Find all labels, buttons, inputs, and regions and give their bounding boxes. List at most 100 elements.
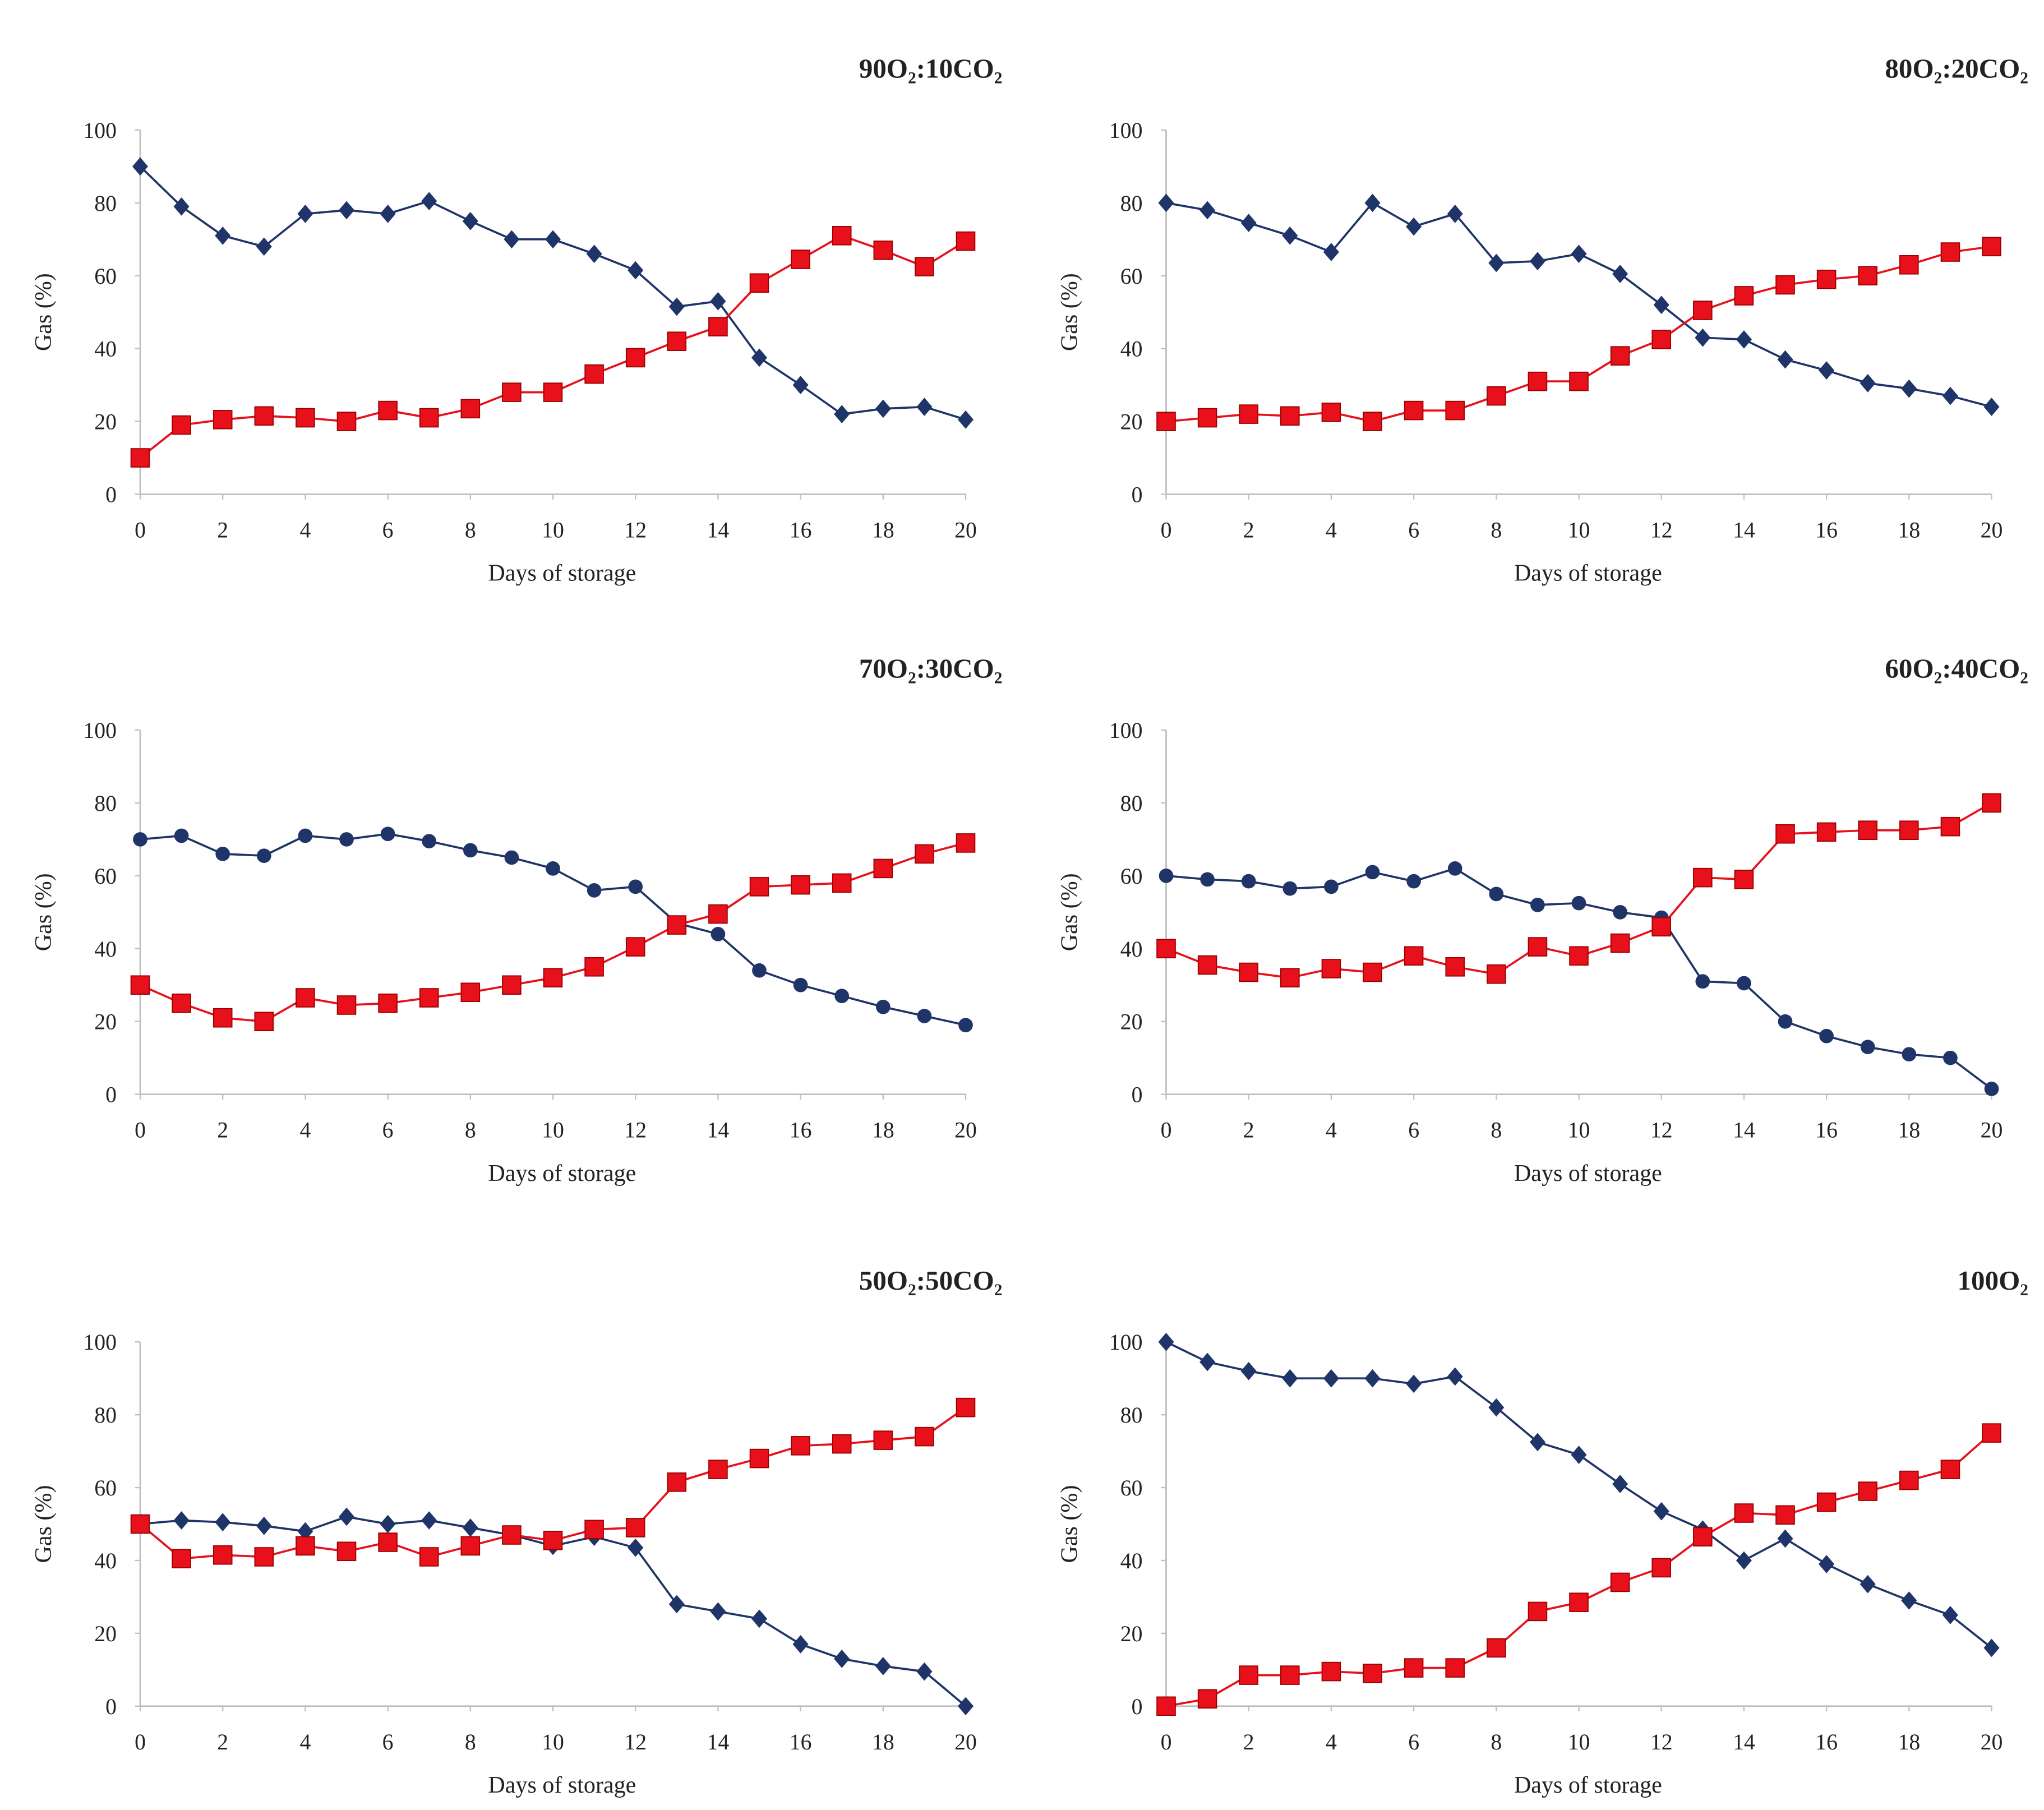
marker <box>1282 226 1298 245</box>
x-tick-label: 10 <box>1568 1118 1590 1143</box>
x-tick-label: 12 <box>1650 1118 1673 1143</box>
chart-panel: 100O₂ 0 20 40 60 80 100 0 2 4 6 8 10 12 14 16 18 20 Days o… <box>1057 1265 2028 1798</box>
y-axis-label: Gas (%) <box>31 873 57 951</box>
marker <box>1158 193 1174 213</box>
x-tick-label: 2 <box>217 1118 228 1143</box>
marker <box>338 201 355 220</box>
marker <box>336 1541 357 1562</box>
y-tick-label: 60 <box>94 1476 117 1500</box>
marker <box>1529 1433 1545 1452</box>
marker <box>915 844 934 864</box>
marker <box>1816 822 1837 842</box>
x-tick-label: 16 <box>790 518 812 543</box>
x-tick-label: 0 <box>1161 1118 1172 1143</box>
marker <box>462 1518 478 1537</box>
marker <box>1280 406 1300 426</box>
x-tick-label: 12 <box>624 1730 647 1754</box>
chart-title: 90O₂:10CO₂ <box>859 53 1003 84</box>
marker <box>463 843 478 858</box>
x-tick-label: 4 <box>299 518 311 543</box>
marker <box>1488 253 1505 273</box>
marker <box>296 1536 315 1556</box>
marker <box>1239 1665 1259 1685</box>
marker <box>1736 330 1752 349</box>
marker <box>1940 1460 1960 1479</box>
marker <box>832 1434 852 1454</box>
y-tick-label: 0 <box>105 1694 117 1719</box>
x-tick-label: 14 <box>707 1730 730 1754</box>
marker <box>1406 1374 1422 1393</box>
x-tick-label: 6 <box>1408 1118 1419 1143</box>
marker <box>254 1547 274 1567</box>
marker <box>130 1514 150 1534</box>
marker <box>1613 905 1627 920</box>
x-tick-label: 4 <box>299 1118 311 1143</box>
x-tick-label: 8 <box>1491 1118 1502 1143</box>
marker <box>1860 374 1876 393</box>
marker <box>1777 1529 1793 1548</box>
marker <box>916 398 933 416</box>
marker <box>1860 1574 1876 1594</box>
marker <box>1200 872 1215 887</box>
x-tick-label: 16 <box>1815 518 1838 543</box>
marker <box>1858 1481 1878 1501</box>
x-tick-label: 14 <box>1733 1118 1755 1143</box>
marker <box>1982 793 2001 813</box>
marker <box>1610 933 1630 953</box>
x-tick-label: 10 <box>542 1118 564 1143</box>
marker <box>460 1536 481 1556</box>
marker <box>1363 412 1382 431</box>
marker <box>296 988 315 1008</box>
marker <box>380 826 395 842</box>
marker <box>710 292 726 311</box>
marker <box>296 408 315 428</box>
marker <box>1528 371 1548 391</box>
x-tick-label: 10 <box>1568 518 1590 543</box>
marker <box>832 873 852 893</box>
marker <box>130 975 150 995</box>
y-tick-label: 40 <box>1120 937 1143 962</box>
marker <box>543 968 563 988</box>
y-tick-label: 0 <box>105 483 117 507</box>
x-axis-label: Days of storage <box>488 1772 636 1798</box>
y-tick-label: 80 <box>1120 1403 1143 1428</box>
marker <box>1775 824 1795 844</box>
marker <box>584 364 604 384</box>
marker <box>710 1602 726 1621</box>
x-tick-label: 2 <box>1243 518 1254 543</box>
y-tick-label: 100 <box>1109 718 1143 743</box>
marker <box>956 231 976 251</box>
x-tick-label: 18 <box>872 518 894 543</box>
marker <box>667 331 687 351</box>
y-tick-label: 60 <box>1120 864 1143 889</box>
marker <box>1899 820 1919 840</box>
y-tick-label: 0 <box>105 1083 117 1107</box>
x-tick-label: 6 <box>382 518 394 543</box>
marker <box>130 448 150 468</box>
marker <box>1406 874 1421 889</box>
marker <box>215 1513 231 1532</box>
marker <box>1239 404 1259 424</box>
marker <box>1447 861 1462 876</box>
marker <box>1610 346 1630 366</box>
marker <box>915 257 934 276</box>
marker <box>1199 1352 1216 1372</box>
x-tick-label: 8 <box>465 1730 476 1754</box>
marker <box>1158 1332 1174 1351</box>
marker <box>1487 1638 1506 1658</box>
y-tick-label: 100 <box>1109 118 1143 143</box>
marker <box>1197 1689 1217 1709</box>
x-tick-label: 6 <box>1408 1730 1419 1754</box>
marker <box>422 834 437 849</box>
marker <box>1819 1555 1835 1573</box>
marker <box>1569 946 1589 966</box>
marker <box>915 1426 934 1447</box>
marker <box>1693 867 1713 888</box>
marker <box>752 963 767 978</box>
x-tick-label: 8 <box>1491 518 1502 543</box>
y-tick-label: 20 <box>94 1622 117 1646</box>
marker <box>460 399 481 419</box>
marker <box>1734 286 1754 306</box>
marker <box>545 230 561 249</box>
y-tick-label: 40 <box>94 1549 117 1573</box>
